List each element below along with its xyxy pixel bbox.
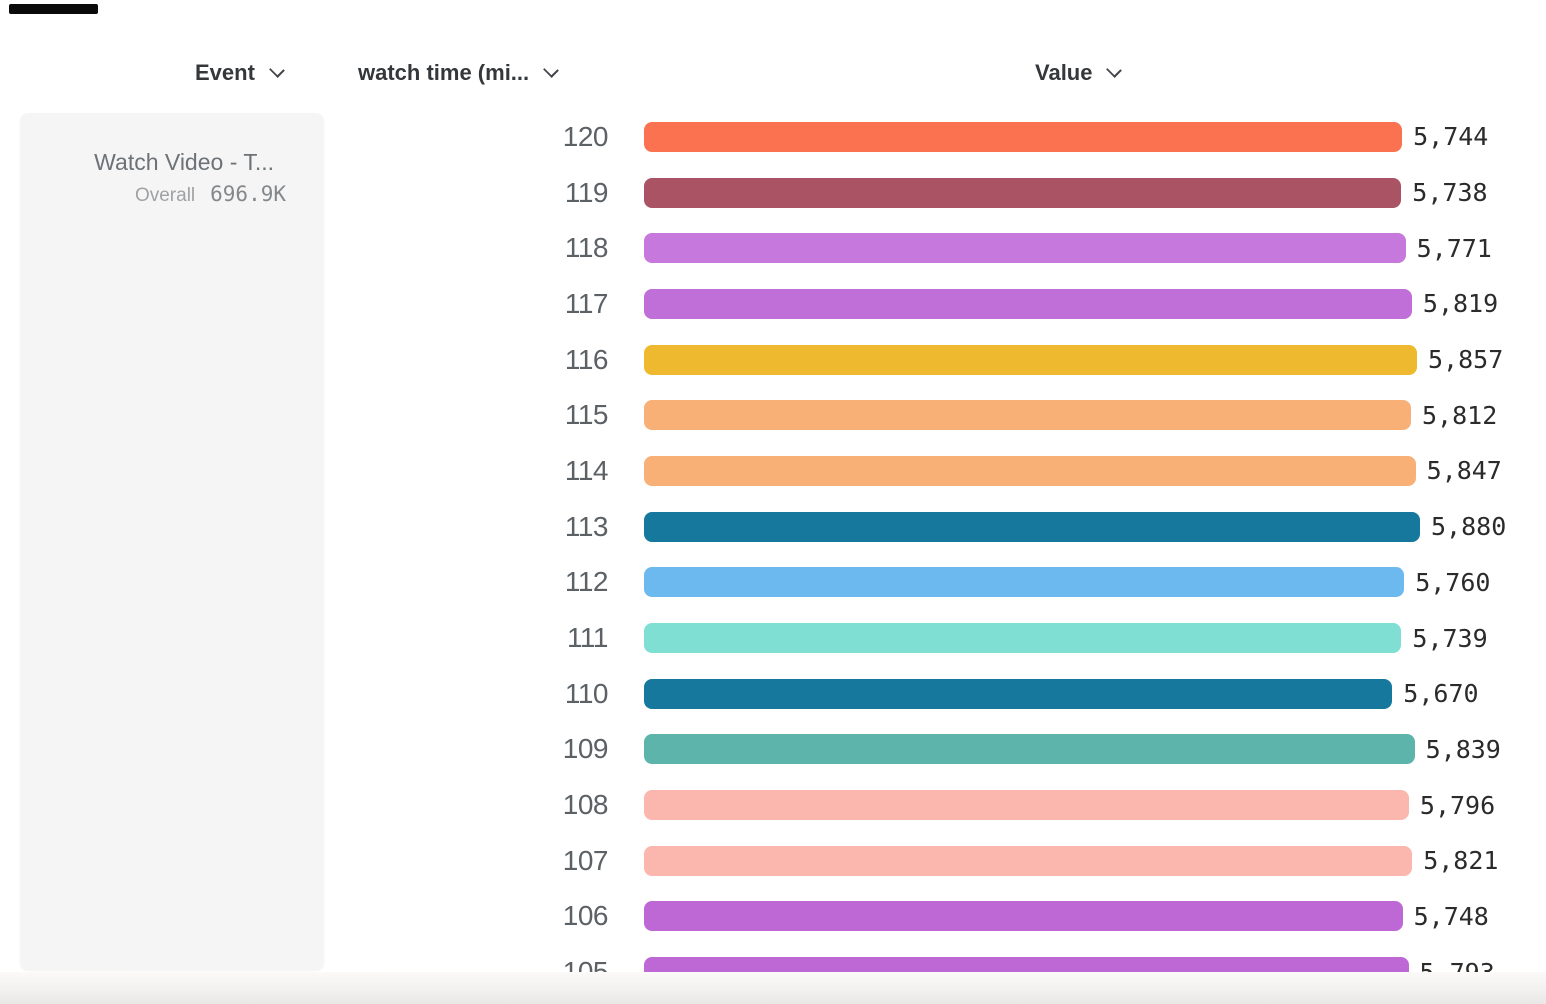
bar[interactable] [644, 344, 1417, 375]
event-metric: Overall 696.9K [20, 182, 324, 207]
value-label: 5,819 [1422, 289, 1499, 319]
bar[interactable] [644, 511, 1420, 542]
value-column-label: Value [1035, 60, 1093, 85]
chart-row: 116 5,857 [0, 332, 1546, 388]
event-column-dropdown[interactable]: Event [195, 58, 285, 88]
bar[interactable] [644, 678, 1393, 709]
category-tick-label: 109 [562, 733, 609, 765]
bar[interactable] [644, 233, 1406, 264]
chart-row: 120 5,744 [0, 109, 1546, 165]
category-tick-label: 114 [564, 454, 609, 486]
category-tick-label: 117 [564, 287, 609, 319]
bar[interactable] [644, 790, 1409, 821]
category-tick-label: 113 [564, 510, 609, 542]
watch-time-column-label: watch time (mi... [358, 60, 530, 85]
category-tick-label: 119 [564, 176, 609, 208]
bottom-scroll-fade [0, 972, 1546, 1004]
chart-row: 117 5,819 [0, 276, 1546, 332]
value-label: 5,744 [1413, 122, 1489, 152]
chart-row: 113 5,880 [0, 499, 1546, 555]
bar[interactable] [644, 121, 1403, 152]
value-label: 5,760 [1415, 567, 1491, 597]
bar[interactable] [644, 734, 1415, 765]
chart-row: 109 5,839 [0, 722, 1546, 778]
watch-time-column-dropdown[interactable]: watch time (mi... [358, 58, 560, 88]
category-tick-label: 110 [564, 677, 609, 709]
chart-row: 110 5,670 [0, 666, 1546, 722]
category-tick-label: 106 [562, 900, 609, 932]
value-label: 5,857 [1428, 345, 1504, 375]
metric-value: 696.9K [210, 182, 286, 206]
value-label: 5,847 [1426, 456, 1502, 486]
value-label: 5,739 [1412, 623, 1488, 653]
chart-row: 114 5,847 [0, 443, 1546, 499]
chevron-down-icon [543, 62, 560, 78]
value-label: 5,748 [1413, 901, 1489, 931]
bar[interactable] [644, 455, 1416, 486]
bar[interactable] [644, 400, 1411, 431]
chart-row: 118 5,771 [0, 220, 1546, 276]
value-label: 5,670 [1403, 679, 1479, 709]
chart-row: 119 5,738 [0, 165, 1546, 221]
category-tick-label: 108 [562, 789, 609, 821]
value-column-dropdown[interactable]: Value [1035, 58, 1123, 88]
category-tick-label: 118 [564, 232, 609, 264]
bar[interactable] [644, 901, 1403, 932]
category-tick-label: 107 [562, 844, 609, 876]
chevron-down-icon [269, 62, 285, 78]
chart-row: 115 5,812 [0, 387, 1546, 443]
event-column-label: Event [195, 60, 255, 85]
value-label: 5,771 [1416, 233, 1492, 263]
category-tick-label: 111 [566, 622, 609, 654]
chart-row: 112 5,760 [0, 555, 1546, 611]
bar[interactable] [644, 623, 1402, 654]
chart-row: 107 5,821 [0, 833, 1546, 889]
value-label: 5,839 [1425, 734, 1501, 764]
value-label: 5,821 [1423, 846, 1499, 876]
value-label: 5,738 [1412, 178, 1488, 208]
bar[interactable] [644, 845, 1413, 876]
value-label: 5,880 [1431, 512, 1507, 542]
chart-row: 108 5,796 [0, 777, 1546, 833]
bar[interactable] [644, 567, 1405, 598]
bar-chart: 120 5,744 119 5,738 118 5,771 117 5,819 116 5,857… [0, 109, 1546, 1000]
event-cell[interactable]: Watch Video - T... Overall 696.9K [20, 113, 324, 970]
category-tick-label: 116 [564, 343, 609, 375]
metric-label: Overall [134, 185, 196, 206]
category-tick-label: 120 [562, 120, 609, 152]
value-label: 5,812 [1422, 400, 1498, 430]
chart-row: 106 5,748 [0, 889, 1546, 945]
event-title: Watch Video - T... [94, 149, 274, 175]
bar[interactable] [644, 177, 1402, 208]
bar[interactable] [644, 288, 1412, 319]
category-tick-label: 112 [564, 566, 609, 598]
black-bar [9, 4, 98, 14]
value-label: 5,796 [1419, 790, 1496, 820]
chart-row: 111 5,739 [0, 610, 1546, 666]
category-tick-label: 115 [564, 399, 609, 431]
chevron-down-icon [1106, 62, 1123, 78]
